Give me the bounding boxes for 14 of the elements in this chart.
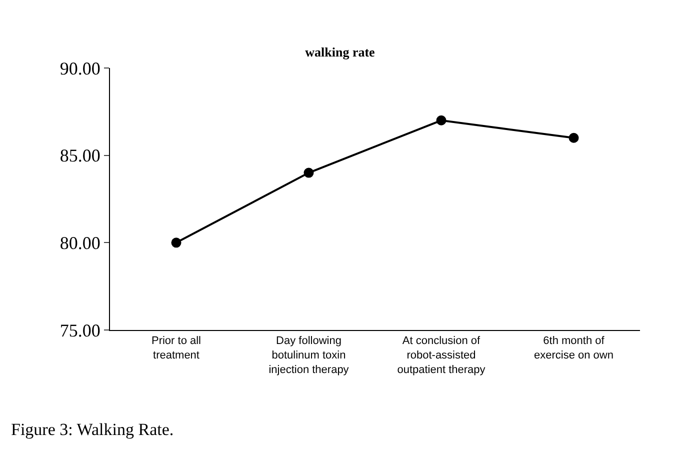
y-tick-label: 75.00 [60, 320, 100, 340]
y-tick-label: 80.00 [60, 232, 100, 253]
point [304, 168, 314, 178]
point [568, 132, 579, 143]
y-tick-label: 90.00 [60, 58, 100, 78]
point [436, 115, 446, 126]
point [171, 238, 182, 248]
x-tick-label: At conclusion of robot-assisted outpatient therapy [397, 335, 486, 376]
x-tick-label: Prior to all treatment [151, 335, 202, 362]
x-tick-label: 6th month of exercise on own [534, 335, 614, 362]
y-tick-label: 85.00 [60, 146, 100, 166]
chart-title: walking rate [305, 44, 376, 60]
x-tick-label: Day following botulinum toxin injection therapy [268, 335, 350, 376]
caption: Figure 3: Walking Rate. [11, 420, 174, 439]
